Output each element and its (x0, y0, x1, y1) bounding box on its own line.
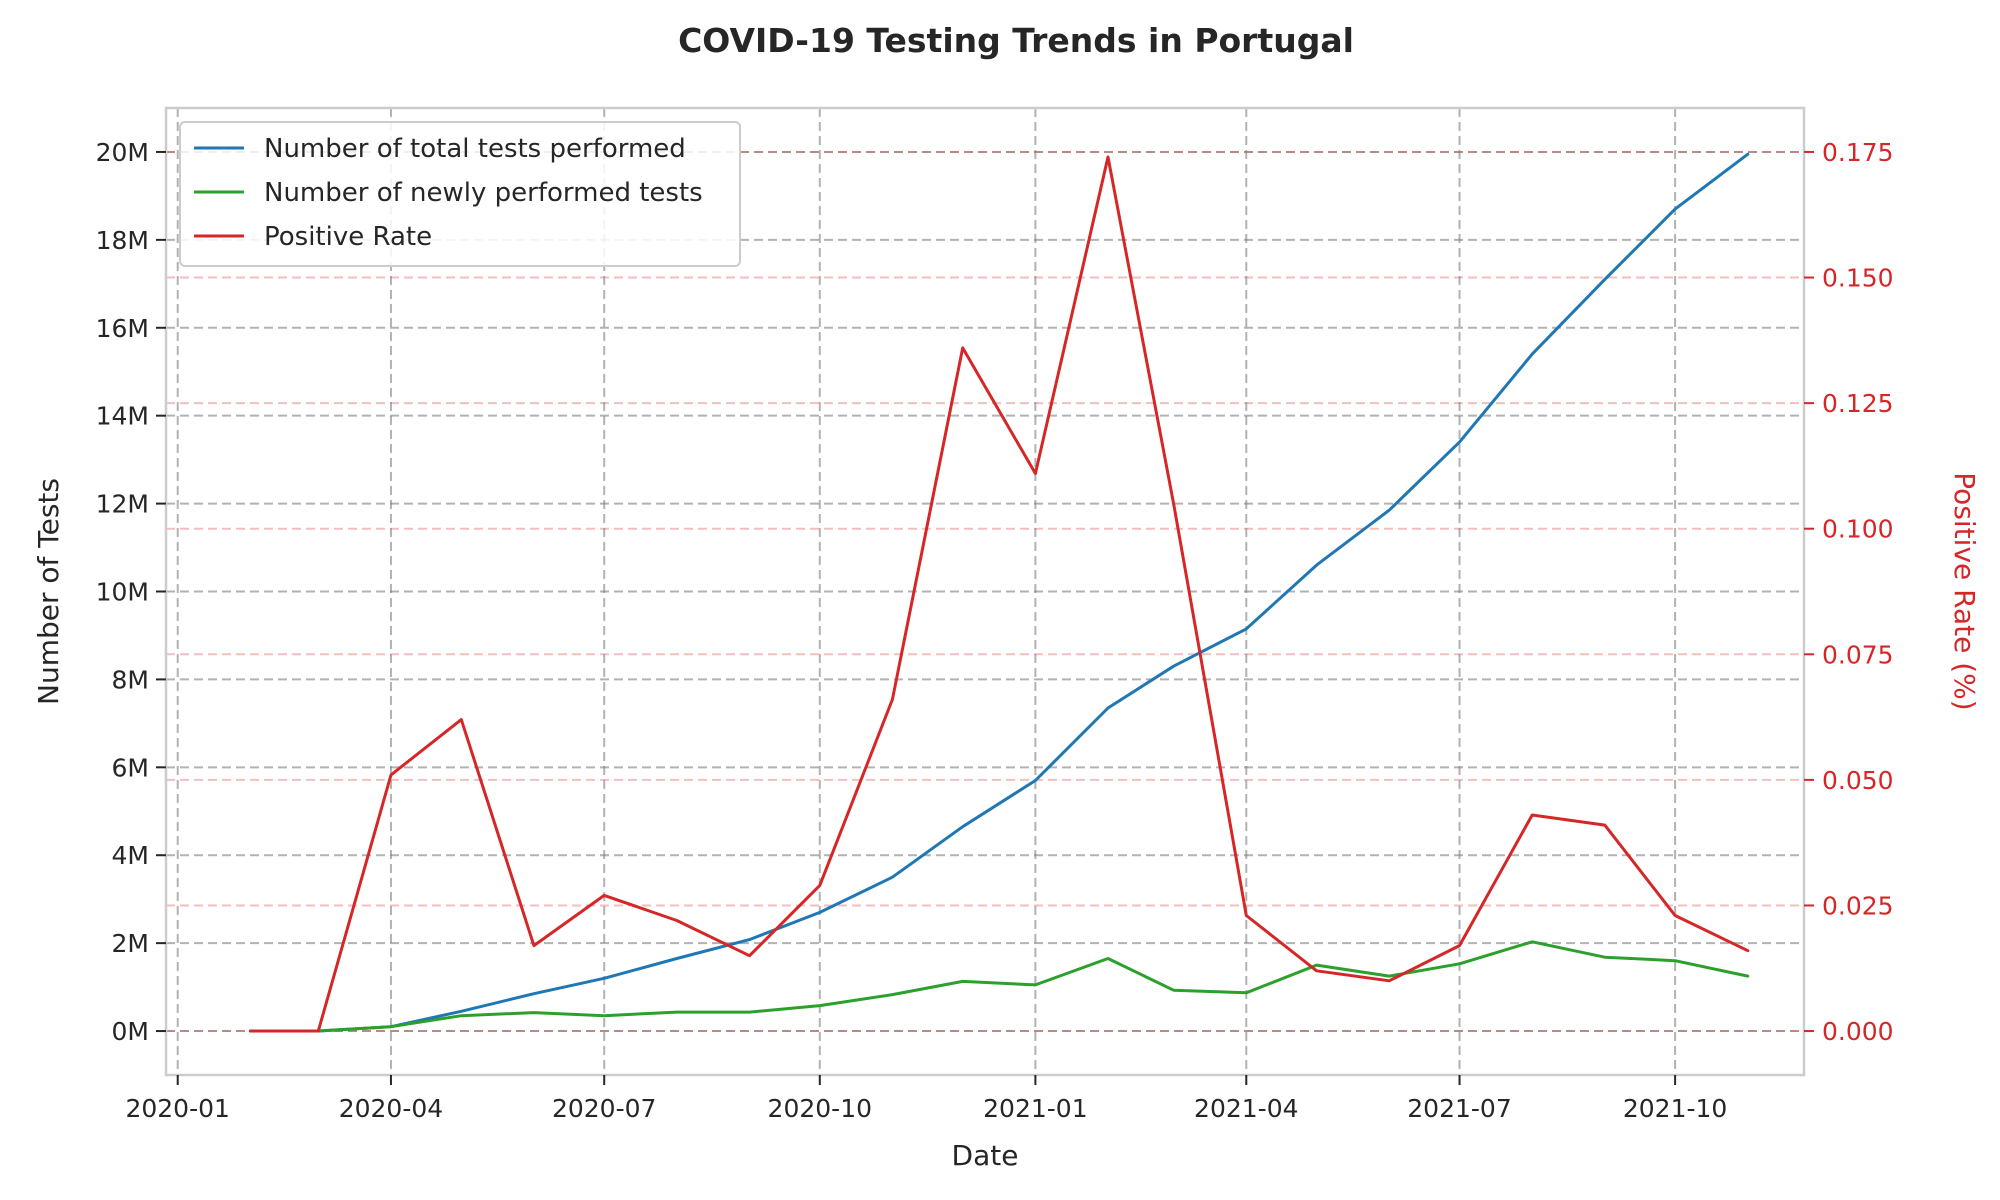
x-axis-label: Date (952, 1139, 1019, 1172)
legend: Number of total tests performed Number of… (179, 121, 741, 267)
legend-label-0: Number of total tests performed (264, 134, 686, 164)
legend-box (179, 121, 741, 267)
y-left-tick-label-6: 12M (96, 490, 149, 519)
series-line-2 (248, 155, 1750, 1033)
y-left-tick-label-3: 6M (112, 753, 149, 782)
y-left-tick-label-2: 4M (112, 841, 149, 870)
chart-title: COVID-19 Testing Trends in Portugal (678, 21, 1354, 60)
x-tick-label-5: 2021-04 (1194, 1094, 1298, 1123)
y-axis-left-ticks: 0M 2M 4M 6M 8M 10M 12M 14M 16M 18M 20M (96, 138, 166, 1046)
y-left-tick-label-5: 10M (96, 578, 149, 607)
x-tick-label-6: 2021-07 (1407, 1094, 1511, 1123)
legend-label-2: Positive Rate (264, 222, 432, 252)
legend-label-1: Number of newly performed tests (264, 178, 703, 208)
y-right-tick-label-1: 0.025 (1822, 891, 1894, 920)
x-axis-ticks: 2020-01 2020-04 2020-07 2020-10 2021-01 2021-… (125, 1075, 1727, 1123)
y-right-tick-label-7: 0.175 (1822, 138, 1894, 167)
y-right-tick-label-6: 0.150 (1822, 264, 1894, 293)
y-right-tick-label-0: 0.000 (1822, 1017, 1894, 1046)
x-tick-label-2: 2020-07 (552, 1094, 656, 1123)
y-left-tick-label-7: 14M (96, 402, 149, 431)
x-tick-label-7: 2021-10 (1623, 1094, 1727, 1123)
x-tick-label-1: 2020-04 (339, 1094, 443, 1123)
y-left-tick-label-1: 2M (112, 929, 149, 958)
y-right-tick-label-3: 0.075 (1822, 640, 1894, 669)
y-left-tick-label-8: 16M (96, 314, 149, 343)
x-tick-label-3: 2020-10 (768, 1094, 872, 1123)
series-line-1 (248, 940, 1750, 1033)
grid-left (166, 150, 1804, 1033)
series-lines (248, 152, 1750, 1033)
y-right-tick-label-2: 0.050 (1822, 766, 1894, 795)
y-left-tick-label-10: 20M (96, 138, 149, 167)
x-tick-label-0: 2020-01 (125, 1094, 229, 1123)
y-axis-right-ticks: 0.000 0.025 0.050 0.075 0.100 0.125 0.150 0.175 (1804, 138, 1894, 1046)
y-axis-left-label: Number of Tests (32, 478, 65, 705)
y-right-tick-label-4: 0.100 (1822, 515, 1894, 544)
series-line-0 (248, 152, 1750, 1033)
y-axis-right-label: Positive Rate (%) (1948, 472, 1981, 710)
y-left-tick-label-9: 18M (96, 226, 149, 255)
y-left-tick-label-4: 8M (112, 665, 149, 694)
y-right-tick-label-5: 0.125 (1822, 389, 1894, 418)
x-tick-label-4: 2021-01 (983, 1094, 1087, 1123)
y-left-tick-label-0: 0M (112, 1017, 149, 1046)
